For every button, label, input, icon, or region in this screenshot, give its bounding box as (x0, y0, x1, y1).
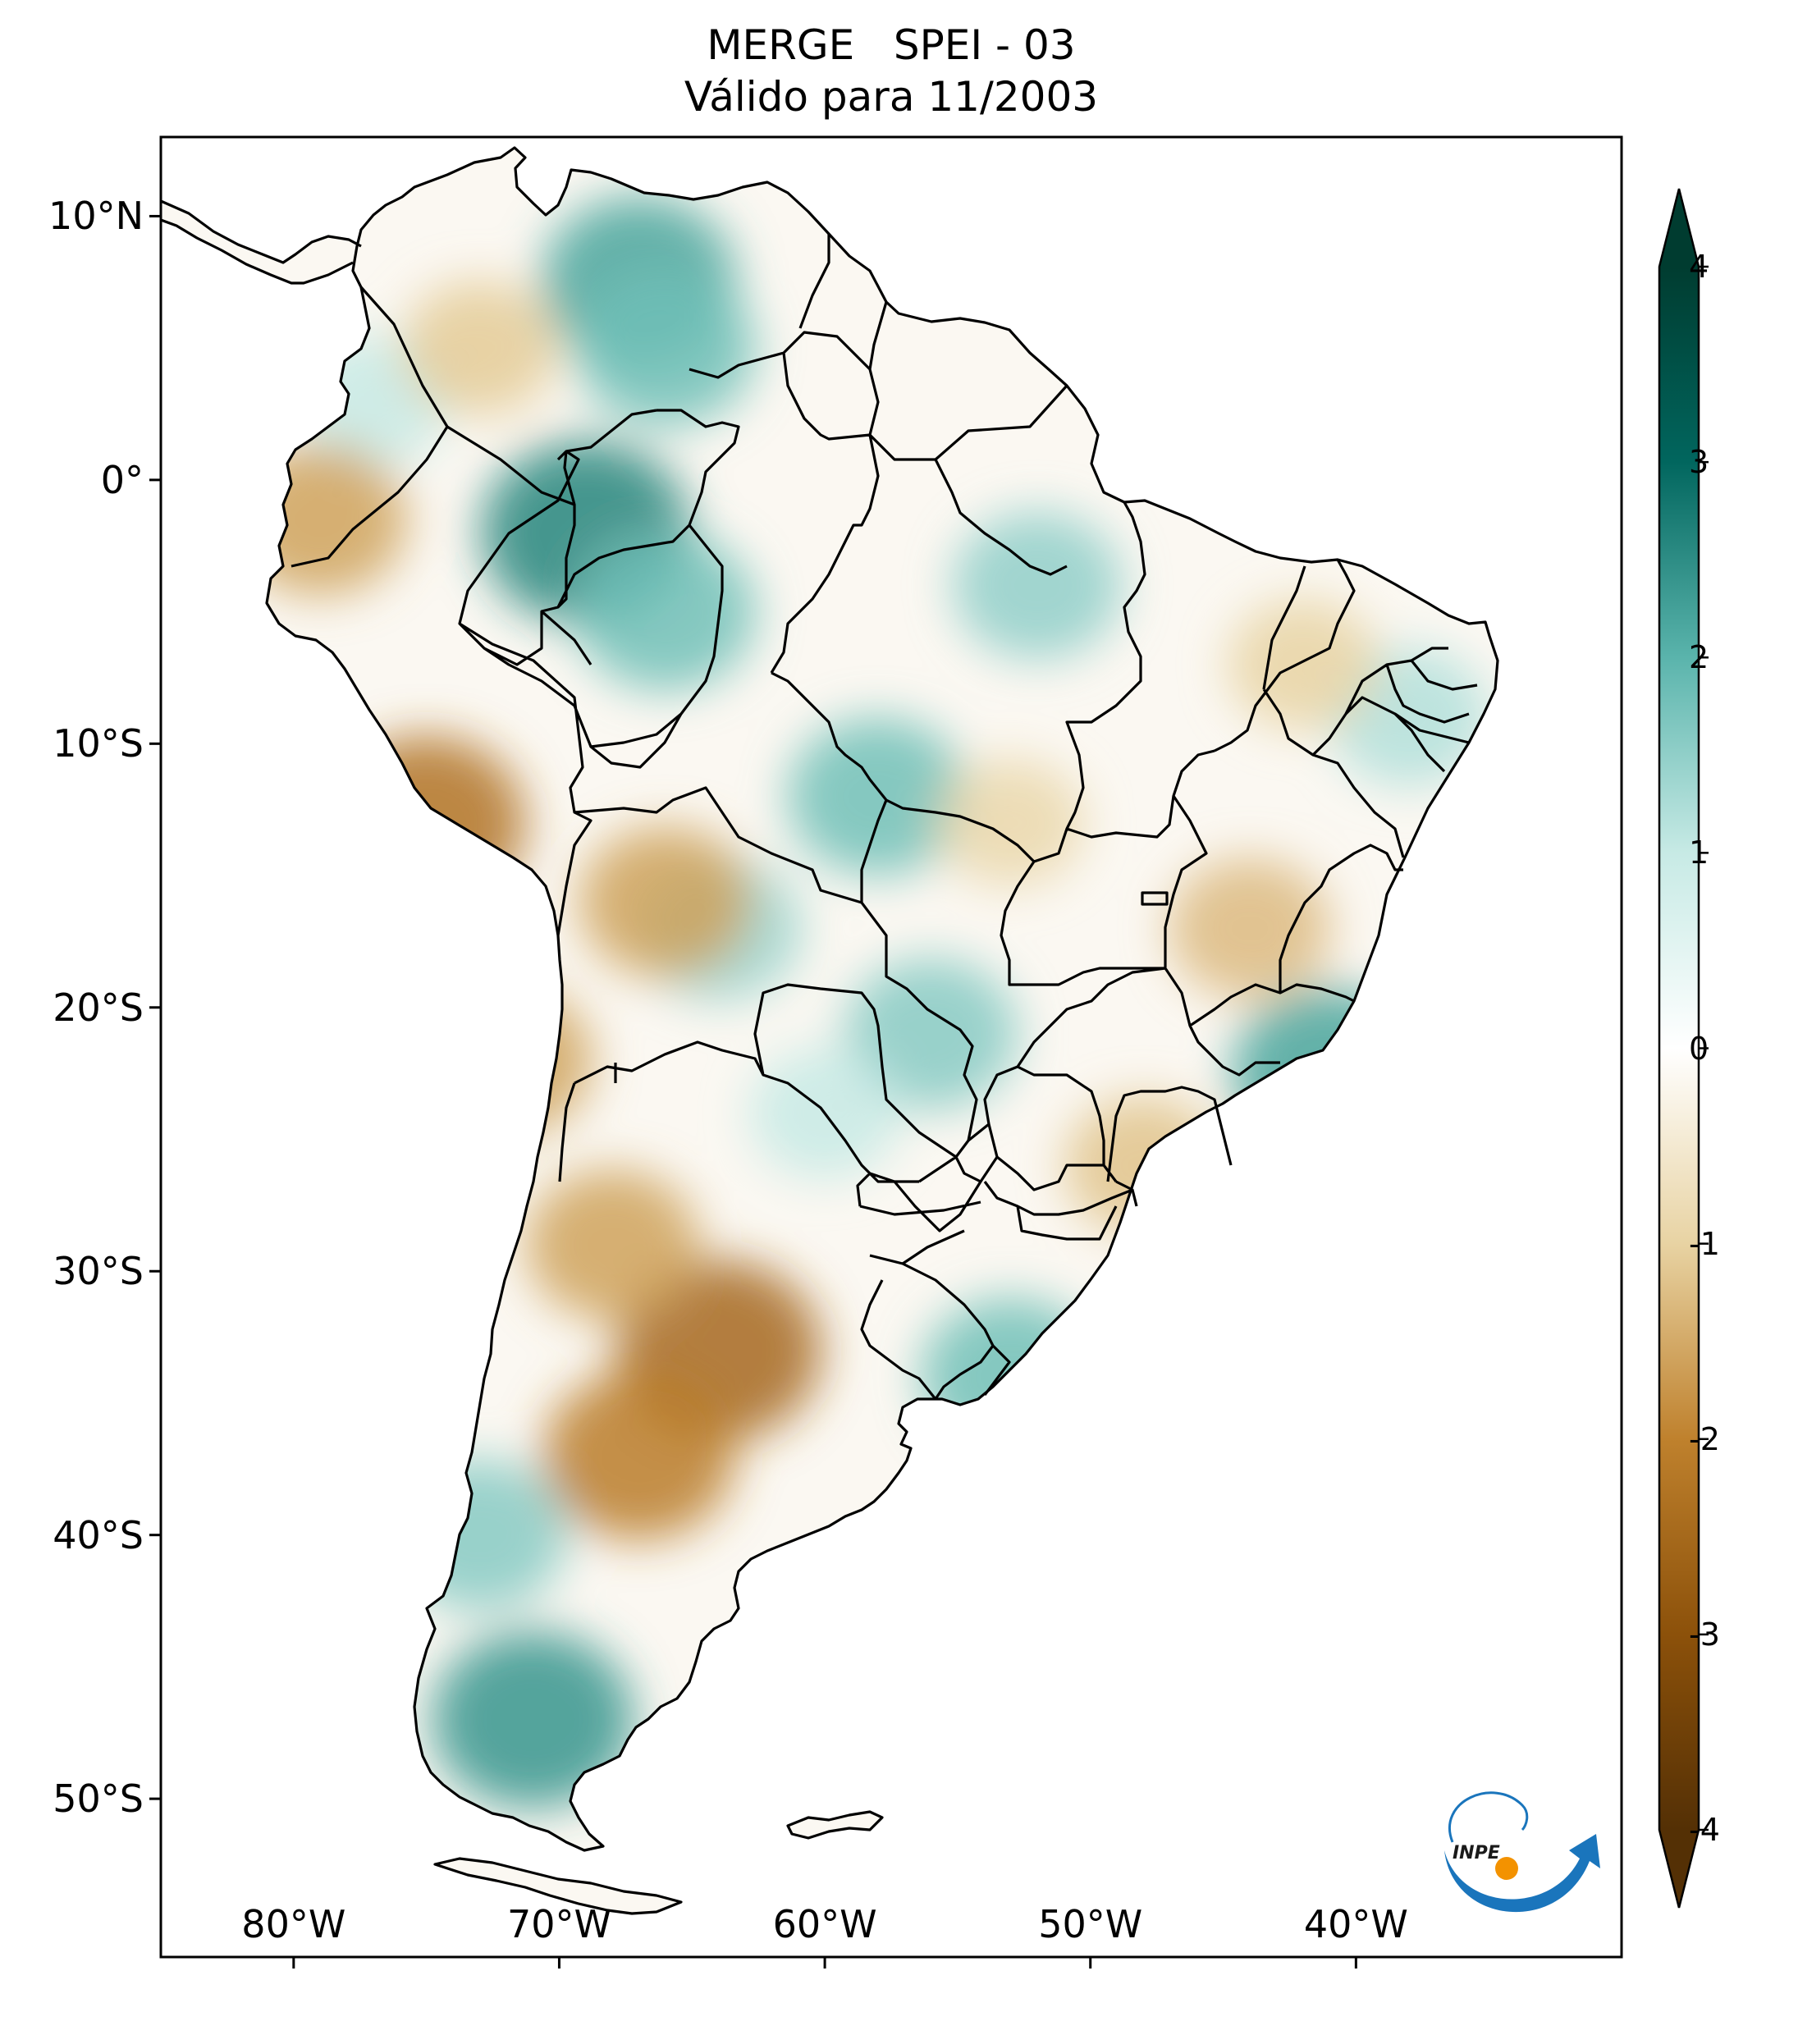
anomaly-blob (579, 826, 753, 978)
colorbar-extend-min (1659, 1830, 1699, 1908)
anomaly-blob (1169, 857, 1331, 999)
anomaly-blob (402, 281, 557, 416)
inpe-logo: INPE (1444, 1791, 1600, 1913)
central-america-coastline (161, 199, 362, 285)
lat-tick-label: 20°S (53, 985, 144, 1030)
country-borders (291, 234, 1478, 1400)
lon-tick-label: 50°W (1038, 1902, 1143, 1946)
map-subtitle: Válido para 11/2003 (684, 73, 1099, 121)
tierra-del-fuego (433, 1857, 683, 1915)
anomaly-blob (432, 1630, 634, 1809)
anomaly-blob (844, 958, 1018, 1109)
anomaly-blob (543, 1372, 734, 1540)
lon-tick-label: 40°W (1303, 1902, 1408, 1946)
axis-ticks (149, 214, 1357, 1969)
anomaly-blob (1227, 598, 1379, 730)
colorbar-tick-label: 3 (1689, 444, 1709, 481)
anomaly-blob (936, 758, 1085, 887)
colorbar-tick-label: -1 (1689, 1225, 1720, 1262)
map-frame (159, 135, 1623, 1959)
colorbar-tick-label: 1 (1689, 835, 1709, 871)
logo-swoosh (1444, 1834, 1600, 1913)
colorbar-tick-label: -4 (1689, 1812, 1720, 1848)
colorbar-gradient (1659, 267, 1699, 1830)
anomaly-blob (525, 1169, 699, 1321)
anomaly-blob (575, 269, 756, 428)
colorbar (1658, 188, 1709, 1909)
colorbar-ticks (1699, 265, 1709, 1831)
lat-tick-label: 10°N (48, 194, 144, 239)
lon-tick-label: 70°W (506, 1902, 611, 1946)
lat-tick-label: 0° (100, 457, 144, 502)
colorbar-tick-label: -3 (1689, 1616, 1720, 1653)
falkland-islands (786, 1810, 884, 1840)
colorbar-tick-label: 0 (1689, 1030, 1709, 1067)
colorbar-tick-label: 2 (1689, 639, 1709, 676)
colorbar-extend-max (1659, 189, 1699, 267)
logo-sun (1495, 1857, 1518, 1880)
anomaly-blob (953, 511, 1122, 660)
anomaly-blob (575, 533, 756, 691)
colorbar-tick-label: 4 (1689, 249, 1709, 285)
lon-tick-label: 60°W (772, 1902, 877, 1946)
boundaries (161, 146, 1499, 1915)
federal-district (1141, 891, 1169, 906)
lat-tick-label: 50°S (53, 1776, 144, 1822)
lat-tick-label: 10°S (53, 721, 144, 766)
lat-tick-label: 40°S (53, 1512, 144, 1557)
colorbar-tick-label: -2 (1689, 1420, 1720, 1457)
anomaly-blob (788, 717, 968, 876)
logo-text: INPE (1453, 1843, 1500, 1863)
map-title: MERGE SPEI - 03 (707, 21, 1076, 69)
lon-tick-label: 80°W (241, 1902, 346, 1946)
logo-orbit (1448, 1791, 1529, 1843)
lat-tick-label: 30°S (53, 1249, 144, 1294)
